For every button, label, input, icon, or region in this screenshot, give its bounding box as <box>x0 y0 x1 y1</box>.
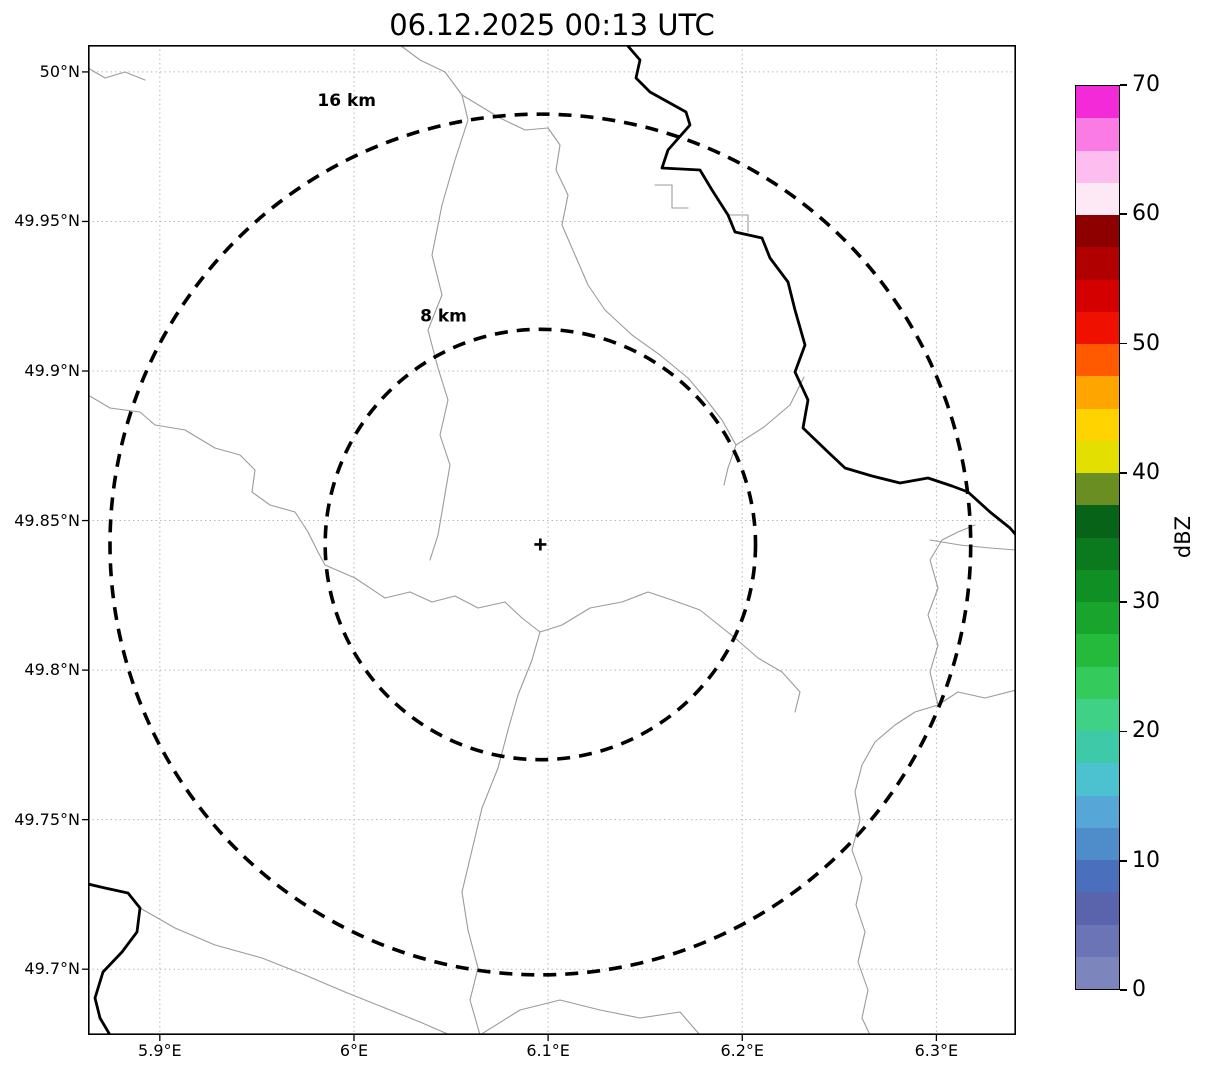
y-tick-label: 49.95°N <box>14 211 80 231</box>
border-line <box>324 564 801 713</box>
border-line <box>851 689 1016 1035</box>
x-tick-label: 6.1°E <box>526 1041 570 1060</box>
colorbar-segment <box>1076 892 1119 925</box>
colorbar-segment <box>1076 118 1119 151</box>
colorbar-tick-mark <box>1120 859 1127 862</box>
colorbar-tick-mark <box>1120 472 1127 474</box>
colorbar-segment <box>1076 247 1119 280</box>
colorbar-segment <box>1076 569 1119 602</box>
border-line <box>139 907 451 1035</box>
colorbar-segment <box>1076 440 1119 473</box>
colorbar-segment <box>1076 473 1119 506</box>
colorbar-tick-label: 10 <box>1132 847 1160 873</box>
x-tick-label: 6.3°E <box>914 1041 959 1060</box>
colorbar-segment <box>1076 182 1119 215</box>
range-ring-8km <box>323 327 758 762</box>
colorbar-segment <box>1076 698 1119 731</box>
range-ring-label-8km: 8 km <box>420 306 467 326</box>
colorbar-segment <box>1076 376 1119 409</box>
y-tick-label: 49.9°N <box>24 361 80 380</box>
colorbar-segment <box>1076 795 1119 828</box>
border-line <box>461 94 737 486</box>
colorbar-tick-mark <box>1120 601 1127 603</box>
y-tick-label: 49.85°N <box>14 510 80 530</box>
border-line <box>399 45 469 561</box>
colorbar-tick-mark <box>1120 213 1127 216</box>
river-line <box>625 45 1016 537</box>
colorbar-tick-mark <box>1120 989 1127 991</box>
x-tick-label: 5.9°E <box>138 1041 182 1060</box>
x-tick-label: 6°E <box>339 1041 369 1060</box>
colorbar-segment <box>1076 763 1119 796</box>
colorbar-segment <box>1076 860 1119 893</box>
map-canvas: 8 km 16 km <box>82 45 1017 1041</box>
colorbar-tick-label: 50 <box>1132 330 1160 356</box>
map-features <box>88 45 1016 1035</box>
colorbar-segment <box>1076 956 1119 989</box>
figure-title: 06.12.2025 00:13 UTC <box>389 8 715 42</box>
colorbar-segment <box>1076 408 1119 441</box>
colorbar-segment <box>1076 731 1119 764</box>
border-line <box>654 184 689 209</box>
axis-tick-marks <box>82 71 938 1041</box>
x-tick-label: 6.2°E <box>720 1041 765 1060</box>
border-line <box>479 999 701 1035</box>
y-tick-label: 49.8°N <box>24 660 80 680</box>
colorbar-segment <box>1076 279 1119 312</box>
colorbar-segment <box>1076 827 1119 860</box>
border-line <box>735 376 805 446</box>
colorbar-segment <box>1076 215 1119 248</box>
border-line <box>927 524 976 706</box>
colorbar-segment <box>1076 86 1119 119</box>
colorbar-tick-label: 60 <box>1132 201 1160 227</box>
river-line <box>88 882 142 1035</box>
colorbar-segment <box>1076 311 1119 344</box>
border-line <box>461 631 541 1035</box>
y-tick-label: 49.7°N <box>24 959 80 979</box>
plot-frame <box>88 45 1017 1036</box>
colorbar-tick-label: 70 <box>1132 72 1160 97</box>
colorbar-tick-mark <box>1120 342 1127 345</box>
colorbar-segment <box>1076 634 1119 667</box>
border-line <box>88 394 326 566</box>
border-line <box>929 539 1016 551</box>
colorbar-tick-label: 40 <box>1132 459 1160 485</box>
colorbar-segment <box>1076 505 1119 538</box>
range-ring-16km <box>108 112 973 977</box>
colorbar-tick-mark <box>1120 730 1127 733</box>
colorbar-tick-label: 0 <box>1132 977 1146 1002</box>
radar-site-marker <box>534 538 547 551</box>
colorbar-tick-mark <box>1120 84 1127 86</box>
colorbar-segment <box>1076 537 1119 570</box>
border-line <box>88 67 146 81</box>
colorbar-segment <box>1076 924 1119 957</box>
range-ring-label-16km: 16 km <box>317 91 376 111</box>
colorbar-segment <box>1076 344 1119 377</box>
colorbar-segment <box>1076 666 1119 699</box>
colorbar-axis-label: dBZ <box>1171 515 1195 559</box>
colorbar-tick-label: 30 <box>1132 589 1160 615</box>
range-rings: 8 km 16 km <box>108 91 973 977</box>
y-tick-label: 49.75°N <box>14 809 80 829</box>
colorbar <box>1075 85 1120 990</box>
grid-lines <box>88 45 1016 1035</box>
border-line <box>727 214 749 233</box>
y-tick-label: 50°N <box>39 61 80 81</box>
colorbar-segment <box>1076 602 1119 635</box>
colorbar-tick-label: 20 <box>1132 718 1160 744</box>
colorbar-segment <box>1076 150 1119 183</box>
